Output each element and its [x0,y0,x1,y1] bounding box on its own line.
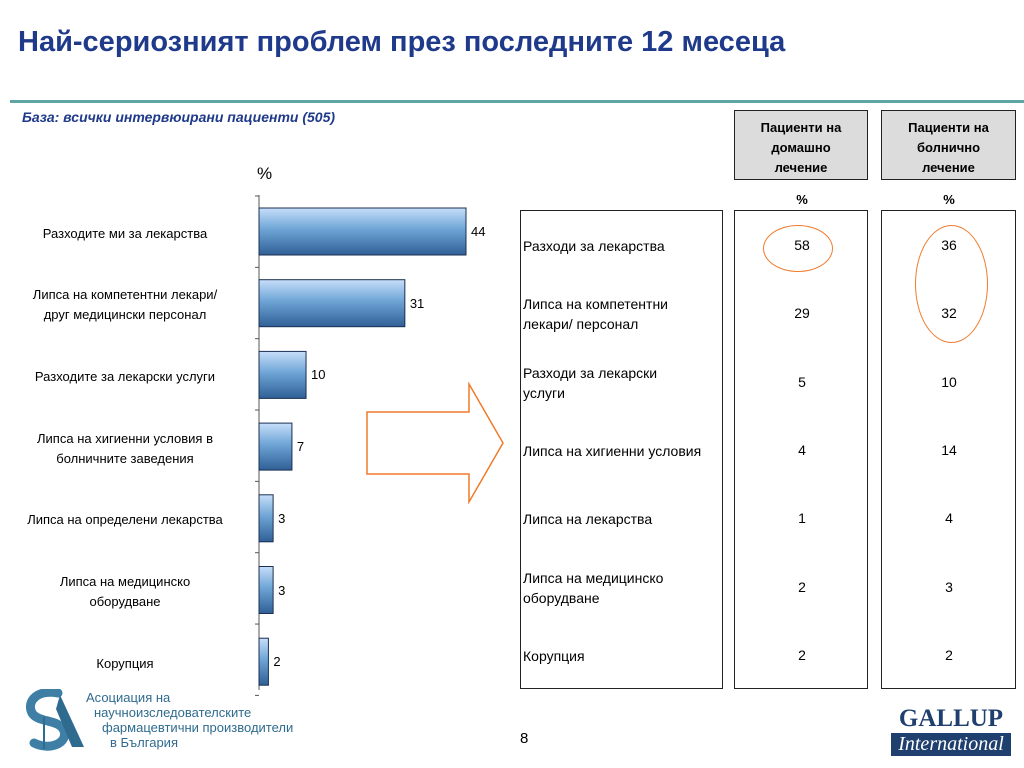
hospital-value: 10 [941,373,957,390]
home-value: 4 [798,441,806,458]
table-row-label: Корупция [523,646,585,666]
category-label-line: Липса на медицинско [59,574,191,589]
table-row-label-line: Липса на хигиенни условия [523,442,702,459]
home-value: 29 [794,305,810,322]
header-home-line: Пациенти на [760,120,842,135]
page-title: Най-сериозният проблем през последните 1… [18,26,786,58]
gallup-subtitle: International [891,733,1011,756]
category-label: Липса на медицинско оборудване [0,572,250,612]
table-row-label: Липса на лекарства [523,509,652,529]
arrow-right-icon [366,382,504,504]
table-labels-box [520,210,723,689]
bar-value-label: 44 [471,224,486,239]
header-home-text: Пациенти на домашно лечение [735,118,867,178]
category-label: Разходите ми за лекарства [0,224,250,244]
category-label: Липса на определени лекарства [0,510,250,530]
table-row-label-line: лекари/ персонал [523,316,639,333]
header-home-line: домашно [771,140,831,155]
table-row-label-line: Липса на лекарства [523,511,653,528]
bar-value-label: 3 [278,582,286,598]
table-row-label-line: услуги [523,384,565,401]
table-row-label: Разходи за лекарства [523,236,665,256]
chart-unit-label: % [257,164,273,183]
hospital-value: 3 [945,578,953,595]
home-value: 5 [798,373,806,390]
bar-value-label: 3 [278,510,286,526]
category-label-line: болничните заведения [56,450,194,466]
category-label: Липса на хигиенни условия в болничните за… [0,429,250,469]
table-row-label: Липса на хигиенни условия [523,441,701,461]
bar-value-label: 7 [296,439,305,455]
category-label: Корупция [0,654,250,674]
category-label-line: друг медицински персонал [43,307,207,323]
bar-value-label: 10 [311,367,326,383]
highlight-oval-home [763,225,833,272]
header-hospital-line: лечение [922,160,975,175]
gallup-logo: GALLUP International [891,705,1011,756]
table-row-label: Липса на компетентни лекари/ персонал [523,294,668,334]
table-row-label-line: Липса на компетентни [523,296,669,313]
bar [258,637,269,686]
home-value: 2 [798,646,806,663]
bar [258,494,274,543]
org-name-line-1: Асоциация на [86,690,171,705]
header-hospital-line: болнично [916,140,981,155]
home-value: 1 [798,510,806,527]
category-label-line: Разходите за лекарски услуги [34,368,216,384]
category-label-line: Разходите ми за лекарства [42,225,208,241]
association-logo [26,689,84,751]
page-number: 8 [520,730,529,747]
category-label-line: Липса на хигиенни условия в [37,430,213,446]
gallup-name: GALLUP [898,705,1004,732]
category-label-line: Корупция [96,655,154,671]
header-hospital-patients: Пациенти на болнично лечение [881,110,1016,180]
category-label: Липса на компетентни лекари/друг медицин… [0,285,250,325]
bar [258,350,307,399]
header-hospital-text: Пациенти на болнично лечение [882,118,1015,178]
bar [258,279,406,328]
org-name-line-4: в България [110,735,178,750]
hospital-unit: % [943,192,955,207]
table-row-label: Разходи за лекарски услуги [523,363,657,403]
org-name-line-2: научноизследователските [94,705,252,720]
bar [258,422,293,471]
base-note: База: всички интервюирани пациенти (505) [22,109,336,125]
header-home-patients: Пациенти на домашно лечение [734,110,868,180]
category-label-line: Липса на определени лекарства [27,512,223,528]
category-label-line: оборудване [89,594,161,609]
category-label: Разходите за лекарски услуги [0,367,250,387]
header-home-line: лечение [774,160,828,175]
table-row-label-line: Липса на медицинско [523,569,664,586]
title-divider [10,100,1024,103]
table-row-label-line: Разходи за лекарски [523,364,658,381]
bar-value-label: 31 [409,295,425,311]
table-row-label-line: Корупция [523,647,585,664]
table-hospital-box [881,210,1016,689]
hospital-value: 2 [945,646,953,663]
table-row-label-line: оборудване [523,589,600,606]
bar-value-label: 2 [273,654,281,670]
table-row-label-line: Разходи за лекарства [523,238,665,254]
header-hospital-line: Пациенти на [908,120,989,135]
bar [258,566,274,614]
home-unit: % [796,192,808,207]
hospital-value: 4 [945,510,953,527]
hospital-value: 14 [941,441,957,458]
table-home-box [734,210,868,689]
org-name-line-3: фармацевтични производители [102,720,294,735]
highlight-oval-hospital [915,225,988,343]
home-value: 2 [798,578,806,595]
table-row-label: Липса на медицинско оборудване [523,568,663,608]
category-label-line: Липса на компетентни лекари/ [32,287,218,303]
bar [258,207,467,256]
